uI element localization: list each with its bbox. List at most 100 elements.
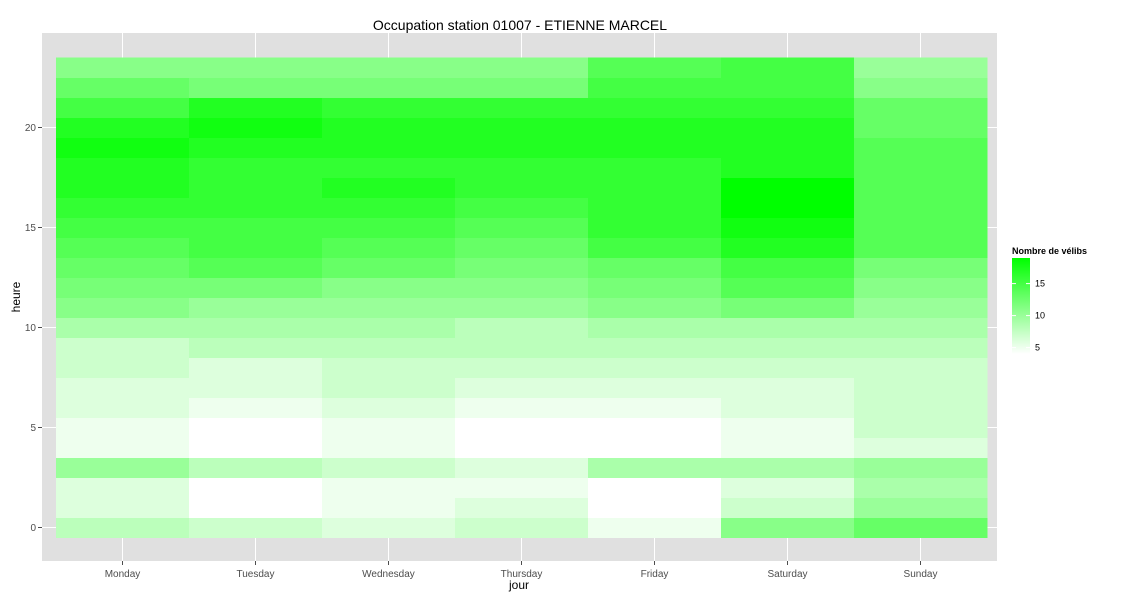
heatmap-cell bbox=[56, 277, 190, 298]
heatmap-cell bbox=[721, 177, 855, 198]
heatmap-cell bbox=[56, 97, 190, 118]
heatmap-cell bbox=[322, 157, 456, 178]
heatmap-cell bbox=[322, 417, 456, 438]
heatmap-cell bbox=[721, 217, 855, 238]
heatmap-cell bbox=[322, 177, 456, 198]
heatmap-cell bbox=[854, 297, 988, 318]
heatmap-cell bbox=[588, 257, 722, 278]
heatmap-cell bbox=[322, 357, 456, 378]
heatmap-cell bbox=[854, 137, 988, 158]
heatmap-cell bbox=[588, 97, 722, 118]
y-tick-label: 0 bbox=[30, 523, 36, 534]
heatmap-cell bbox=[588, 357, 722, 378]
heatmap-cell bbox=[721, 337, 855, 358]
heatmap-cell bbox=[56, 357, 190, 378]
x-tick-label: Tuesday bbox=[237, 569, 275, 580]
heatmap-cell bbox=[721, 197, 855, 218]
heatmap-cell bbox=[721, 397, 855, 418]
heatmap-cell bbox=[56, 157, 190, 178]
heatmap-cell bbox=[455, 97, 589, 118]
heatmap-cell bbox=[854, 197, 988, 218]
heatmap-cell bbox=[189, 317, 323, 338]
heatmap-cell bbox=[854, 237, 988, 258]
heatmap-cell bbox=[588, 497, 722, 518]
heatmap-cell bbox=[854, 157, 988, 178]
heatmap-cell bbox=[854, 177, 988, 198]
heatmap-cell bbox=[854, 457, 988, 478]
heatmap-cell bbox=[189, 217, 323, 238]
heatmap-cell bbox=[854, 397, 988, 418]
heatmap-cell bbox=[455, 237, 589, 258]
heatmap-cell bbox=[56, 437, 190, 458]
heatmap-cell bbox=[854, 57, 988, 78]
heatmap-cell bbox=[322, 397, 456, 418]
heatmap-cell bbox=[854, 257, 988, 278]
x-tick-label: Wednesday bbox=[362, 569, 415, 580]
heatmap-cell bbox=[854, 477, 988, 498]
heatmap-cell bbox=[322, 477, 456, 498]
heatmap-cell bbox=[588, 297, 722, 318]
heatmap-cell bbox=[56, 217, 190, 238]
heatmap-cell bbox=[854, 77, 988, 98]
x-axis-title: jour bbox=[508, 578, 529, 592]
heatmap-cell bbox=[322, 297, 456, 318]
heatmap-cell bbox=[854, 117, 988, 138]
x-tick-label: Friday bbox=[641, 569, 669, 580]
heatmap-cell bbox=[189, 157, 323, 178]
heatmap-cell bbox=[56, 297, 190, 318]
heatmap-cell bbox=[588, 337, 722, 358]
heatmap-cell bbox=[588, 517, 722, 538]
heatmap-cell bbox=[56, 337, 190, 358]
heatmap-cell bbox=[455, 517, 589, 538]
heatmap-cell bbox=[322, 377, 456, 398]
x-tick-label: Thursday bbox=[501, 569, 543, 580]
heatmap-cell bbox=[721, 157, 855, 178]
heatmap-cell bbox=[455, 197, 589, 218]
y-tick-label: 10 bbox=[25, 323, 37, 334]
heatmap-cell bbox=[455, 117, 589, 138]
heatmap-cell bbox=[588, 157, 722, 178]
heatmap-cell bbox=[455, 217, 589, 238]
heatmap-cell bbox=[455, 297, 589, 318]
heatmap-cell bbox=[322, 317, 456, 338]
heatmap-cell bbox=[189, 357, 323, 378]
heatmap-cell bbox=[322, 97, 456, 118]
heatmap-cell bbox=[721, 457, 855, 478]
heatmap-cell bbox=[588, 237, 722, 258]
heatmap-cell bbox=[322, 197, 456, 218]
heatmap-cell bbox=[588, 137, 722, 158]
heatmap-cell bbox=[854, 377, 988, 398]
heatmap-cell bbox=[721, 117, 855, 138]
heatmap-cell bbox=[721, 377, 855, 398]
heatmap-cell bbox=[588, 117, 722, 138]
heatmap-cell bbox=[322, 137, 456, 158]
heatmap-cell bbox=[455, 397, 589, 418]
legend-tick-label: 5 bbox=[1035, 343, 1040, 353]
heatmap-cell bbox=[322, 77, 456, 98]
heatmap-cell bbox=[854, 97, 988, 118]
heatmap-cell bbox=[189, 477, 323, 498]
heatmap-cell bbox=[56, 377, 190, 398]
heatmap-cell bbox=[588, 277, 722, 298]
heatmap-cell bbox=[854, 417, 988, 438]
heatmap-cell bbox=[854, 357, 988, 378]
heatmap-cell bbox=[56, 417, 190, 438]
heatmap-cell bbox=[56, 57, 190, 78]
heatmap-cell bbox=[721, 317, 855, 338]
heatmap-cell bbox=[189, 337, 323, 358]
heatmap-cell bbox=[56, 457, 190, 478]
heatmap-cell bbox=[455, 377, 589, 398]
heatmap-cell bbox=[455, 157, 589, 178]
heatmap-cell bbox=[854, 217, 988, 238]
heatmap-cell bbox=[455, 137, 589, 158]
heatmap-cell bbox=[56, 77, 190, 98]
heatmap-cell bbox=[854, 437, 988, 458]
heatmap-cell bbox=[854, 317, 988, 338]
heatmap-cell bbox=[721, 517, 855, 538]
heatmap-cell bbox=[588, 317, 722, 338]
heatmap-cell bbox=[721, 137, 855, 158]
legend: Nombre de vélibs 5 10 15 bbox=[1012, 246, 1087, 354]
heatmap-cell bbox=[322, 517, 456, 538]
y-tick-label: 20 bbox=[25, 123, 37, 134]
heatmap-cell bbox=[56, 477, 190, 498]
